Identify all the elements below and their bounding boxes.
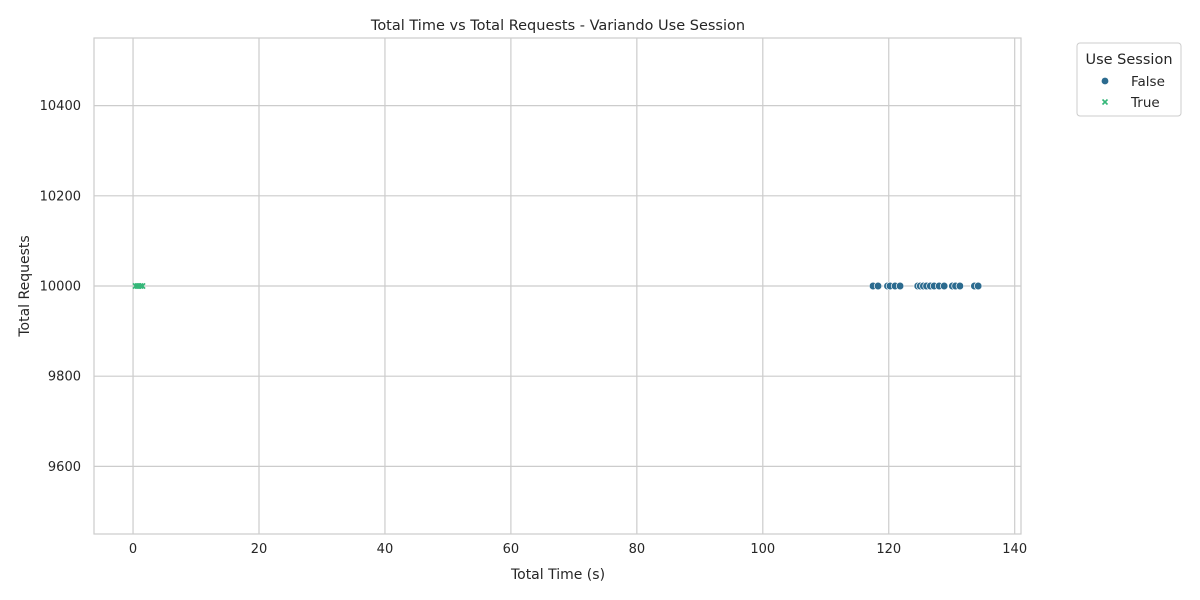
y-tick-label: 10400 bbox=[40, 99, 81, 114]
legend-marker-false bbox=[1101, 77, 1109, 85]
y-tick-label: 9800 bbox=[48, 370, 81, 385]
x-tick-label: 0 bbox=[129, 542, 137, 557]
x-tick-label: 20 bbox=[251, 542, 268, 557]
legend-title: Use Session bbox=[1085, 52, 1172, 68]
x-tick-label: 100 bbox=[750, 542, 775, 557]
data-point-false bbox=[974, 281, 983, 291]
data-point-false bbox=[873, 281, 883, 291]
data-points bbox=[132, 281, 983, 291]
chart-title: Total Time vs Total Requests - Variando … bbox=[370, 18, 745, 34]
y-axis-label: Total Requests bbox=[17, 235, 33, 337]
x-axis-label: Total Time (s) bbox=[510, 567, 605, 583]
x-tick-label: 40 bbox=[377, 542, 394, 557]
x-tick-label: 60 bbox=[503, 542, 520, 557]
x-tick-label: 80 bbox=[629, 542, 646, 557]
legend-label-true: True bbox=[1130, 95, 1160, 111]
data-point-true bbox=[137, 282, 144, 290]
x-tick-label: 120 bbox=[876, 542, 901, 557]
legend-label-false: False bbox=[1131, 74, 1165, 90]
legend-box bbox=[1076, 42, 1182, 117]
legend-marker-true bbox=[1101, 98, 1109, 106]
plot-area-frame bbox=[93, 37, 1022, 535]
data-point-false bbox=[940, 281, 949, 291]
data-point-false bbox=[895, 281, 905, 291]
y-tick-label: 10000 bbox=[40, 280, 81, 295]
y-tick-label: 9600 bbox=[48, 460, 81, 475]
x-tick-labels: 0 20 40 60 80 100 120 140 bbox=[129, 542, 1027, 557]
grid-lines bbox=[94, 38, 1021, 534]
x-tick-label: 140 bbox=[1002, 542, 1027, 557]
legend: Use Session False True bbox=[1076, 42, 1182, 117]
y-tick-labels: 9600 9800 10000 10200 10400 bbox=[40, 99, 81, 475]
data-point-true bbox=[139, 282, 146, 290]
y-tick-label: 10200 bbox=[40, 189, 81, 204]
data-point-false bbox=[955, 281, 965, 291]
